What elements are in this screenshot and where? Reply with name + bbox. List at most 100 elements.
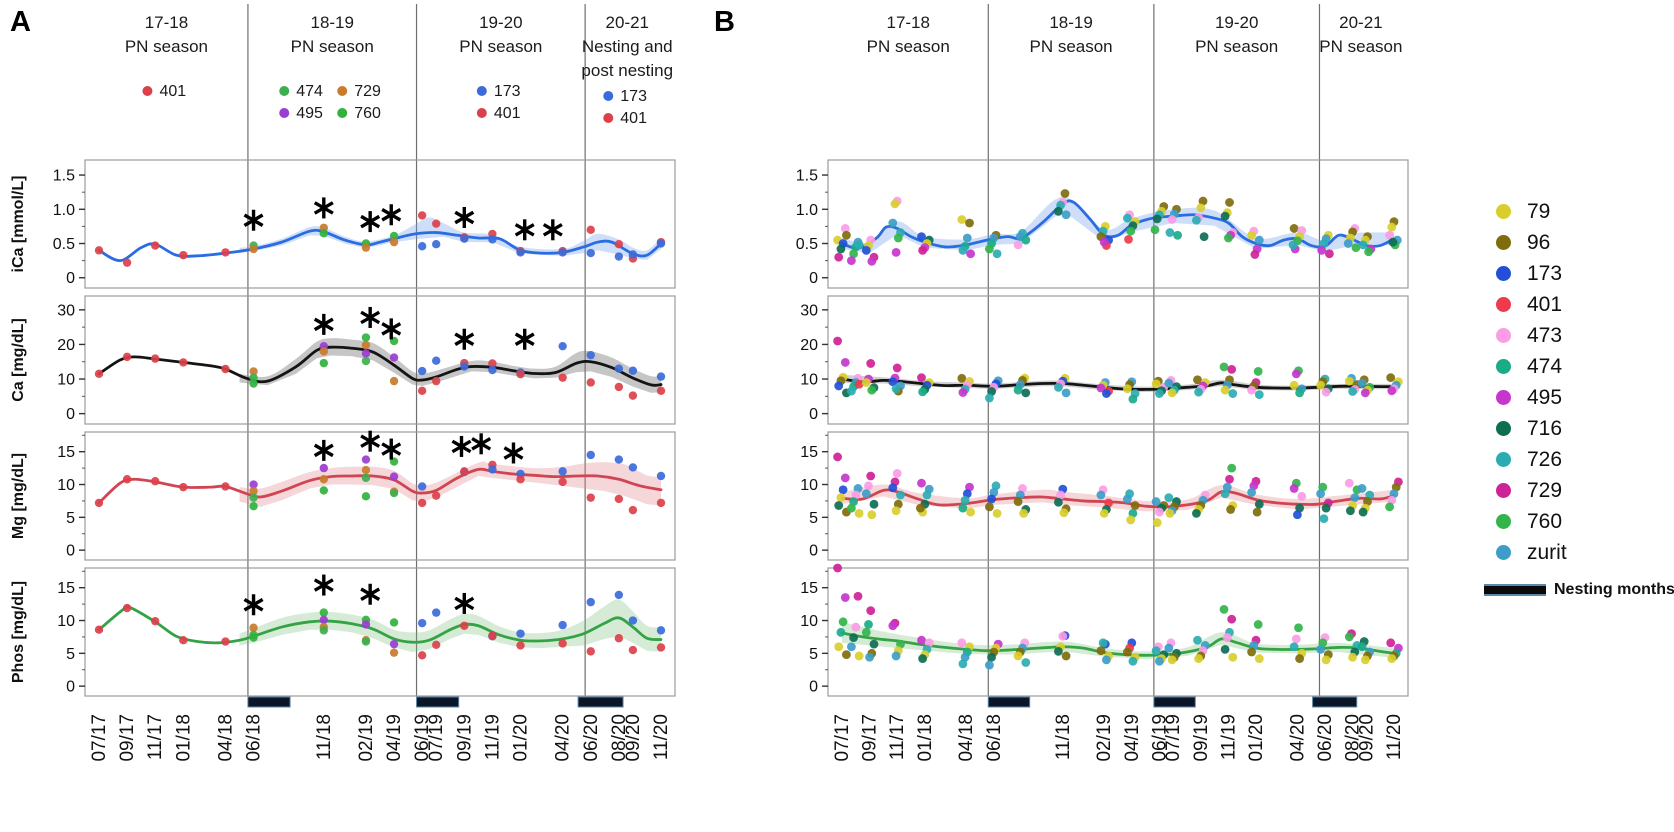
- subplot-3: 0 5 10 15 Phos [mg/dL]: [10, 567, 676, 697]
- data-point-760: [249, 379, 258, 388]
- season-title: PN season: [291, 37, 374, 56]
- x-tick-label: 07/17: [832, 714, 853, 762]
- data-point-173: [614, 252, 624, 261]
- data-point-79: [992, 508, 1002, 518]
- data-point-495: [958, 388, 968, 397]
- y-axis-title: Mg [mg/dL]: [10, 453, 27, 539]
- data-point-401: [656, 643, 666, 652]
- season-legend-label: 474: [296, 83, 323, 100]
- legend-item-label: 726: [1527, 447, 1563, 471]
- y-tick-label: 0: [66, 406, 75, 423]
- legend-item-label: 79: [1527, 199, 1551, 223]
- data-point-173: [1102, 389, 1111, 398]
- y-axis-title: Ca [mg/dL]: [10, 318, 27, 402]
- data-point-716: [1388, 237, 1398, 247]
- data-point-495: [1291, 369, 1301, 379]
- data-point-495: [888, 621, 898, 631]
- data-point-401: [460, 621, 469, 630]
- subplot-frame: [827, 567, 1409, 697]
- data-point-474: [361, 356, 371, 366]
- legend-item: zurit: [1484, 537, 1672, 568]
- data-point-79: [1126, 515, 1136, 525]
- season-legend-dot: [279, 108, 290, 118]
- season-legend-dot: [603, 113, 614, 123]
- data-point-401: [516, 641, 525, 650]
- data-point-zurit: [1254, 235, 1264, 245]
- data-point-760: [361, 492, 371, 501]
- significance-asterisk: [451, 435, 472, 457]
- data-point-726: [1288, 240, 1298, 250]
- data-point-760: [1253, 367, 1263, 376]
- data-point-473: [1291, 634, 1301, 644]
- season-legend-label: 173: [494, 83, 521, 100]
- data-point-79: [1360, 655, 1370, 665]
- data-point-401: [221, 637, 230, 646]
- subplot-2: 0 5 10 15 Mg [mg/dL]: [10, 430, 676, 561]
- data-point-173: [888, 483, 898, 493]
- season-title: PN season: [1195, 37, 1278, 56]
- data-point-401: [221, 482, 230, 491]
- season-legend-label: 760: [354, 105, 381, 122]
- panel-b-label: B: [714, 6, 735, 38]
- legend-item-label: 473: [1527, 323, 1563, 347]
- data-point-173: [586, 350, 595, 360]
- legend-item: 79: [1484, 196, 1672, 227]
- data-point-760: [249, 633, 258, 642]
- nesting-bar: [416, 696, 460, 708]
- season-title: PN season: [1319, 37, 1402, 56]
- data-point-173: [656, 626, 666, 635]
- data-point-473: [892, 468, 902, 478]
- legend-color-dot: [1496, 204, 1511, 219]
- data-point-760: [319, 486, 328, 495]
- data-point-401: [122, 352, 132, 362]
- legend-item: 96: [1484, 227, 1672, 258]
- data-point-726: [1254, 390, 1264, 399]
- data-point-zurit: [891, 651, 901, 661]
- data-point-729: [1227, 614, 1237, 624]
- significance-asterisk: [243, 594, 264, 616]
- data-point-173: [628, 366, 638, 375]
- data-point-495: [361, 620, 371, 629]
- data-point-473: [1167, 215, 1177, 224]
- data-point-79: [1019, 508, 1028, 518]
- significance-asterisk: [381, 204, 402, 226]
- y-tick-label: 0: [66, 679, 75, 696]
- data-point-96: [1013, 497, 1023, 506]
- season-title: 20-21: [606, 13, 649, 32]
- data-point-96: [1252, 507, 1262, 517]
- legend-color-dot: [1496, 235, 1511, 250]
- data-point-401: [417, 651, 427, 660]
- data-point-173: [432, 356, 441, 365]
- data-point-401: [151, 241, 160, 250]
- data-point-401: [516, 475, 525, 484]
- data-point-173: [586, 248, 595, 258]
- data-point-96: [1386, 373, 1396, 383]
- data-point-726: [1319, 514, 1329, 524]
- y-tick-label: 0: [66, 543, 75, 560]
- data-point-474: [249, 373, 258, 382]
- data-point-zurit: [1151, 497, 1161, 506]
- data-point-173: [586, 450, 595, 460]
- legend-color-dot: [1496, 359, 1511, 374]
- x-tick-label: 07/19: [1163, 714, 1184, 762]
- y-tick-label: 5: [66, 510, 75, 527]
- data-point-729: [389, 237, 399, 247]
- subplot-frame: [84, 431, 676, 561]
- data-point-473: [1058, 631, 1068, 641]
- data-point-zurit: [1096, 490, 1106, 500]
- data-point-495: [361, 349, 371, 358]
- data-point-zurit: [1061, 210, 1071, 220]
- data-point-474: [918, 387, 927, 397]
- data-point-173: [417, 482, 427, 491]
- x-tick-label: 04/19: [1122, 714, 1143, 762]
- x-tick-label: 04/18: [956, 714, 977, 762]
- x-tick-label: 09/17: [860, 714, 881, 762]
- data-point-726: [1193, 635, 1202, 645]
- data-point-79: [1289, 380, 1299, 390]
- data-point-726: [1155, 389, 1164, 398]
- subplot-frame: [84, 159, 676, 289]
- data-point-473: [851, 622, 861, 632]
- x-tick-label: 07/19: [426, 714, 447, 762]
- data-point-729: [319, 347, 328, 356]
- data-point-473: [1247, 385, 1256, 395]
